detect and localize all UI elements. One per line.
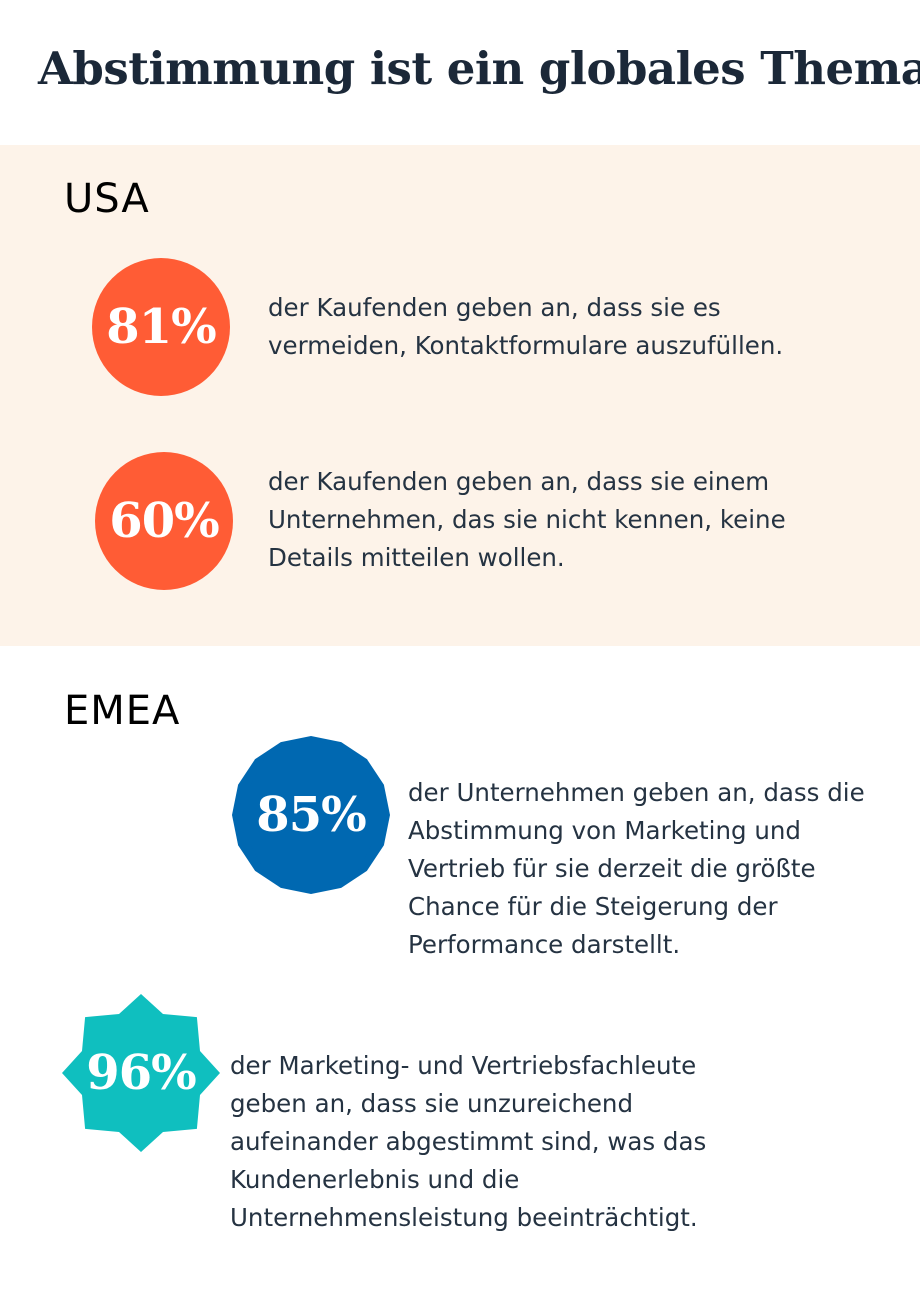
stat-badge-usa-2: 60% [95,452,233,590]
stat-description-emea-1: der Unternehmen geben an, dass die Absti… [408,778,865,959]
stat-description-usa-2: der Kaufenden geben an, dass sie einem U… [268,467,786,572]
stat-badge-usa-1: 81% [92,258,230,396]
region-heading-emea: EMEA [64,688,181,734]
stat-value: 81% [106,299,216,355]
stat-description-emea-2: der Marketing- und Vertriebsfachleute ge… [230,1051,707,1232]
stat-value: 96% [86,1045,196,1101]
stat-badge-emea-2: 96% [62,994,220,1152]
stat-badge-emea-1: 85% [232,736,390,894]
stat-value: 85% [256,787,366,843]
region-heading-usa: USA [64,176,150,222]
page-title: Abstimmung ist ein globales Thema [38,42,920,95]
stat-value: 60% [109,493,219,549]
starburst-shape [62,994,220,1152]
starburst-shape [232,736,390,894]
stat-description-usa-1: der Kaufenden geben an, dass sie es verm… [268,293,784,360]
